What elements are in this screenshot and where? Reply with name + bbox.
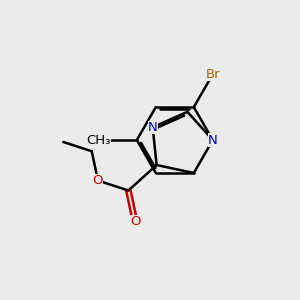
Text: N: N (148, 121, 158, 134)
Text: N: N (208, 134, 218, 146)
Text: O: O (93, 174, 103, 187)
Text: CH₃: CH₃ (87, 134, 111, 146)
Text: O: O (130, 215, 140, 228)
Text: Br: Br (206, 68, 220, 81)
